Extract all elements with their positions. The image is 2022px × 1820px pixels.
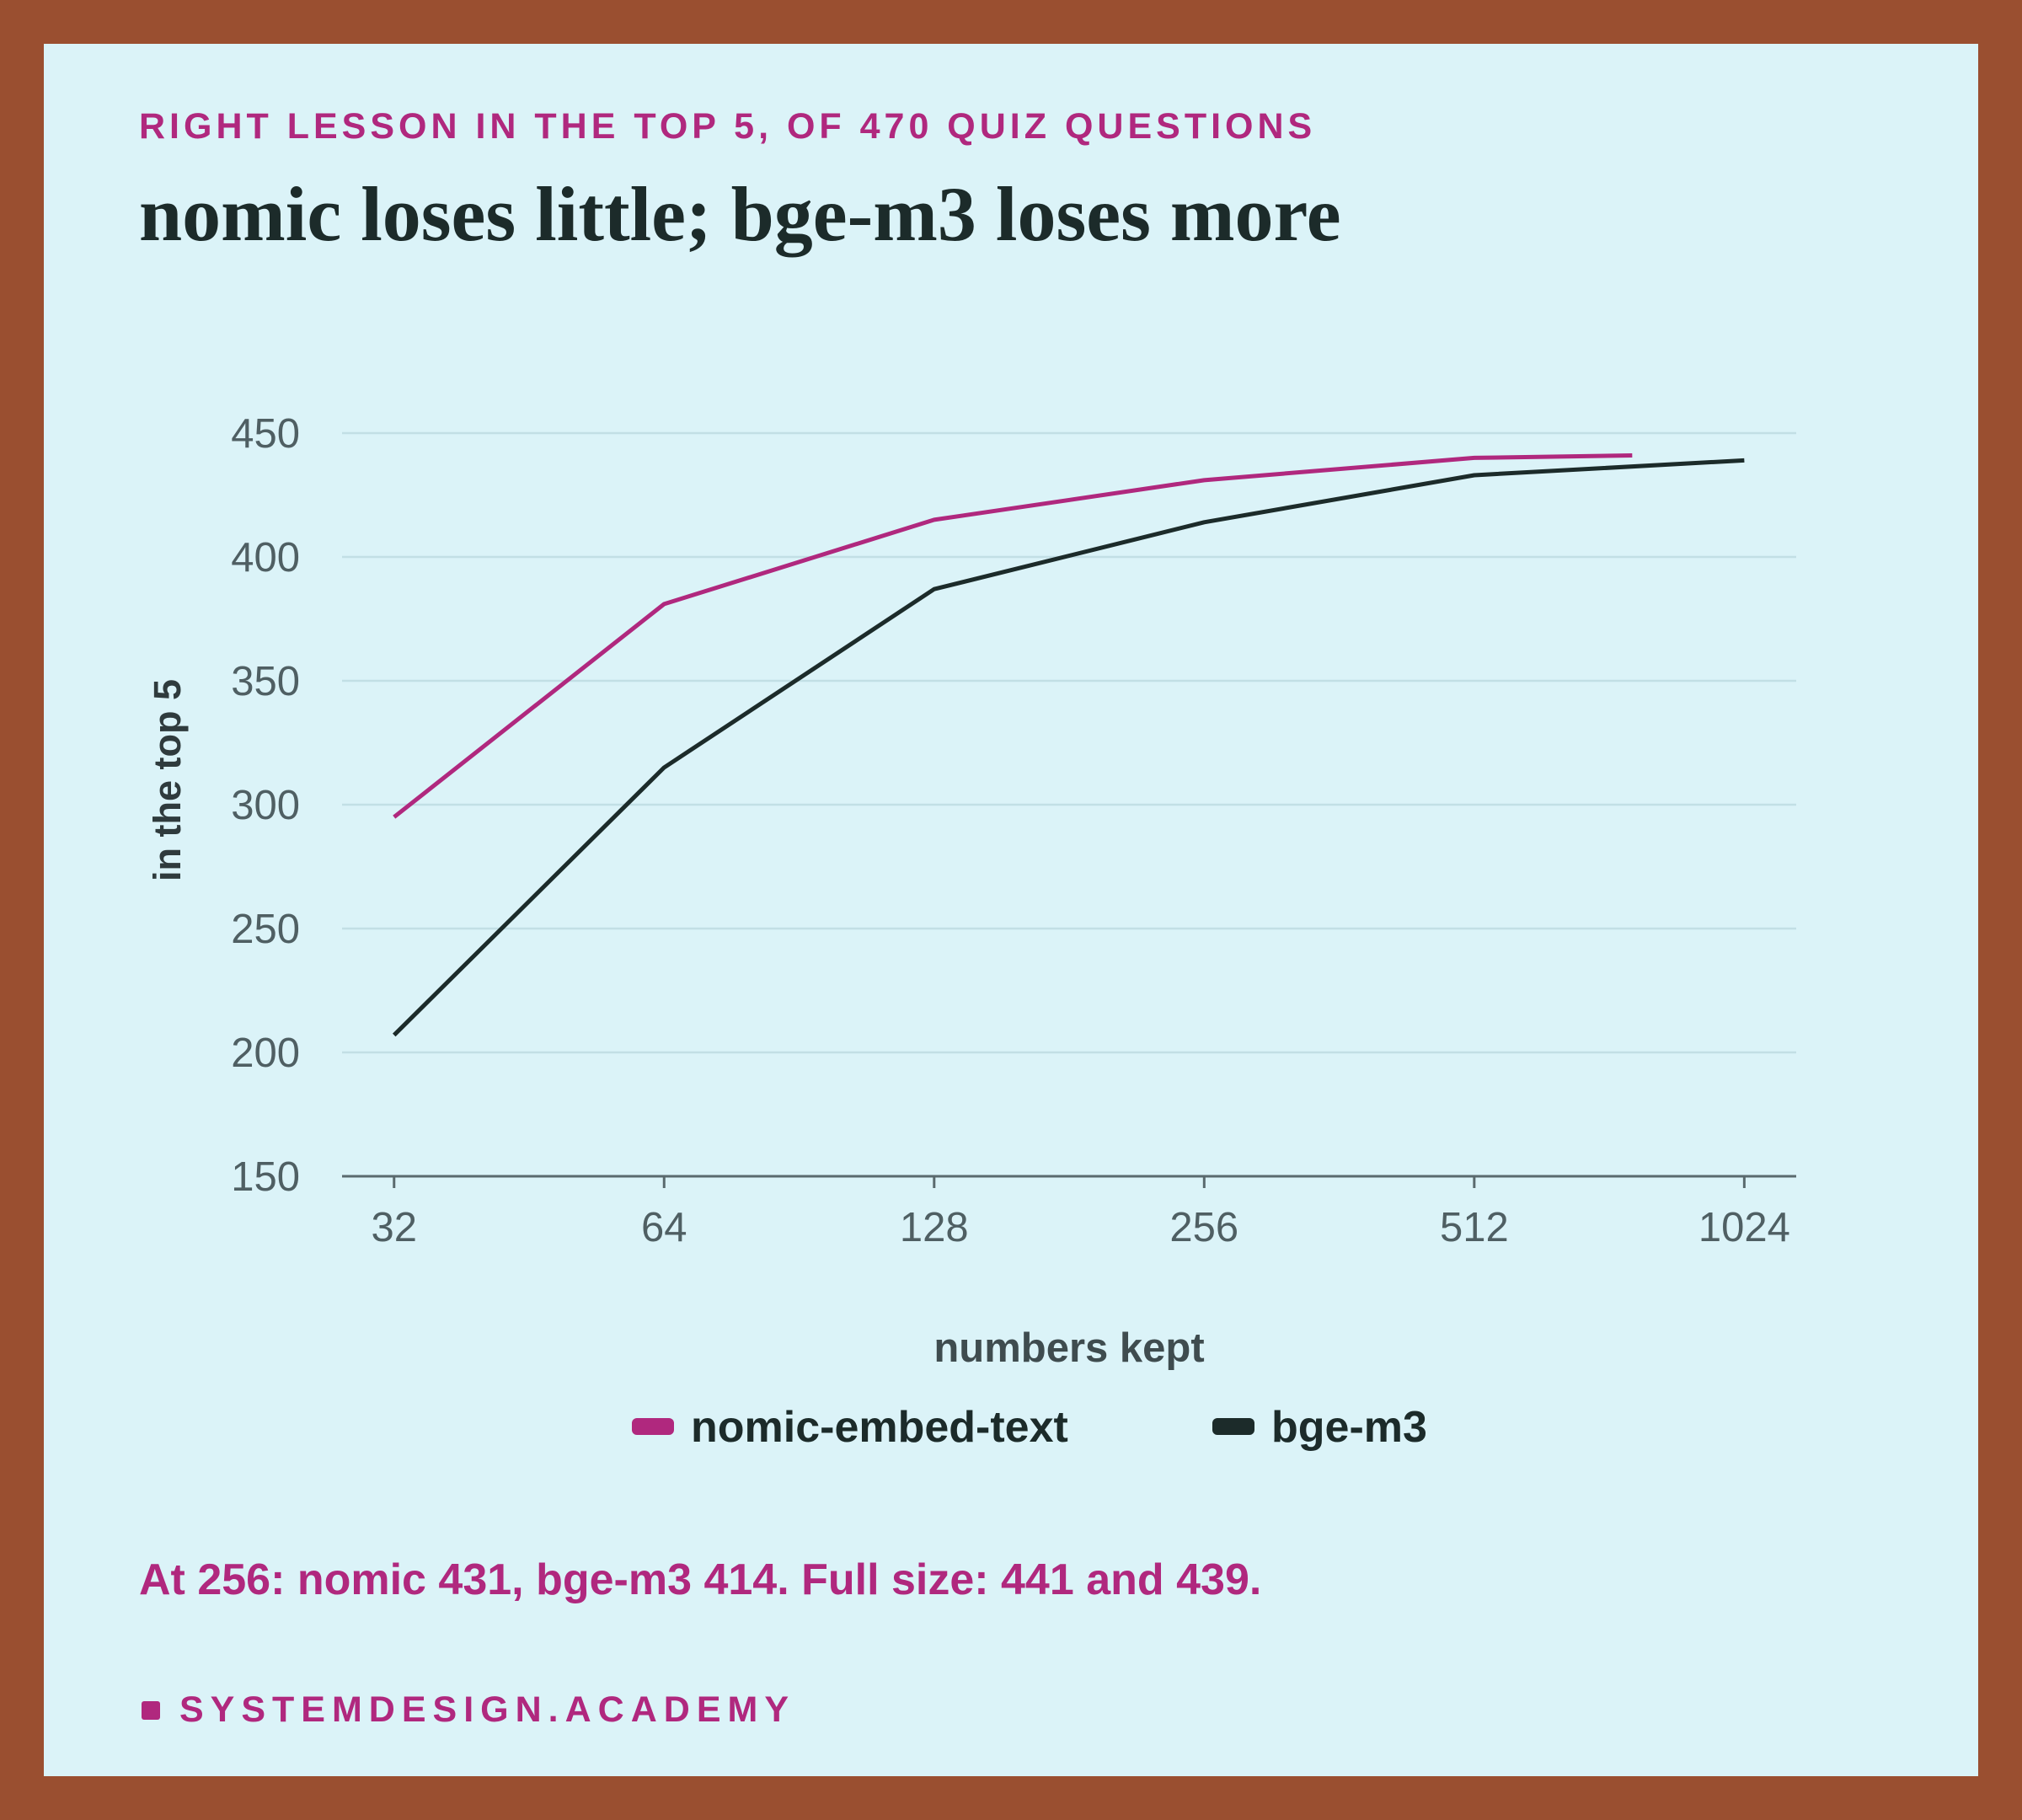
x-axis-label: numbers kept: [933, 1325, 1204, 1371]
y-tick-label: 400: [231, 535, 300, 581]
note: At 256: nomic 431, bge-m3 414. Full size…: [139, 1555, 1261, 1604]
x-tick-label: 1024: [1698, 1205, 1790, 1250]
x-tick-label: 64: [641, 1205, 687, 1250]
y-tick-label: 450: [231, 411, 300, 457]
legend-label: bge-m3: [1271, 1403, 1427, 1452]
x-tick-label: 256: [1169, 1205, 1238, 1250]
x-tick-label: 512: [1440, 1205, 1509, 1250]
x-tick-label: 32: [371, 1205, 417, 1250]
footer: SYSTEMDESIGN.ACADEMY: [179, 1689, 795, 1730]
legend-label: nomic-embed-text: [691, 1403, 1068, 1452]
y-tick-label: 250: [231, 907, 300, 952]
y-tick-label: 350: [231, 659, 300, 704]
x-tick-label: 128: [900, 1205, 969, 1250]
footer-mark: [142, 1701, 160, 1720]
panel: [44, 44, 1978, 1776]
chart-subtitle: RIGHT LESSON IN THE TOP 5, OF 470 QUIZ Q…: [139, 106, 1316, 147]
y-tick-label: 200: [231, 1030, 300, 1076]
series-line: [393, 452, 1633, 819]
series-line: [392, 458, 1745, 1037]
legend-swatch: [632, 1418, 674, 1435]
y-tick-label: 300: [231, 783, 300, 828]
y-tick-label: 150: [231, 1154, 300, 1200]
y-axis-label: in the top 5: [146, 679, 189, 881]
chart-title: nomic loses little; bge-m3 loses more: [139, 171, 1341, 257]
legend-swatch: [1212, 1418, 1254, 1435]
